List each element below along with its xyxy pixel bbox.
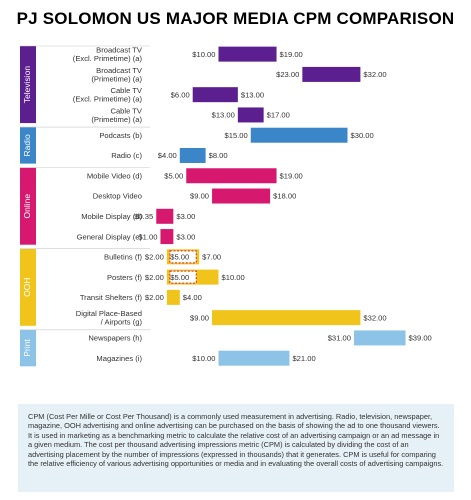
group-band-print xyxy=(20,329,36,367)
range-bar xyxy=(302,66,361,82)
range-bar xyxy=(212,188,271,204)
category-label: Mobile Video (d) xyxy=(87,171,143,180)
min-value-label: $1.00 xyxy=(138,232,157,241)
group-label-online: Online xyxy=(22,194,32,219)
group-label-television: Television xyxy=(22,66,32,104)
min-value-label: $5.00 xyxy=(164,171,183,180)
max-value-label: $39.00 xyxy=(409,334,432,343)
max-value-label: $19.00 xyxy=(280,50,303,59)
cpm-definition-note: CPM (Cost Per Mille or Cost Per Thousand… xyxy=(18,404,454,492)
range-bar xyxy=(160,229,174,245)
category-label: Magazines (i) xyxy=(96,354,142,363)
min-value-label: $10.00 xyxy=(192,354,215,363)
range-bar xyxy=(186,168,277,184)
max-value-label: $3.00 xyxy=(176,212,195,221)
category-label: Radio (c) xyxy=(111,151,142,160)
category-label: (Primetime) (a) xyxy=(91,115,142,124)
group-label-radio: Radio xyxy=(22,134,32,156)
min-value-label: $2.00 xyxy=(145,293,164,302)
chart-title: PJ SOLOMON US MAJOR MEDIA CPM COMPARISON xyxy=(16,9,455,28)
category-label: (Excl. Primetime) (a) xyxy=(73,54,143,63)
group-band-radio xyxy=(20,127,36,164)
category-label: Transit Shelters (f) xyxy=(80,293,143,302)
group-label-ooh: OOH xyxy=(22,278,32,297)
range-bar xyxy=(166,289,180,305)
min-value-label: $4.00 xyxy=(158,151,177,160)
max-value-label: $8.00 xyxy=(209,151,228,160)
group-label-print: Print xyxy=(22,339,32,357)
max-value-label: $13.00 xyxy=(241,90,264,99)
min-value-label: $31.00 xyxy=(328,334,351,343)
max-value-label: $21.00 xyxy=(292,354,315,363)
min-value-label: $13.00 xyxy=(212,111,235,120)
category-label: General Display (e) xyxy=(77,232,143,241)
min-value-label: $15.00 xyxy=(225,131,248,140)
category-label: Broadcast TV xyxy=(96,66,143,75)
category-label: Cable TV xyxy=(110,86,142,95)
category-label: Digital Place-Based xyxy=(76,309,142,318)
min-value-label: $9.00 xyxy=(190,313,209,322)
range-bar xyxy=(250,127,348,143)
max-value-label: $4.00 xyxy=(183,293,202,302)
max-value-label: $32.00 xyxy=(363,70,386,79)
range-bar xyxy=(218,350,290,366)
range-bar xyxy=(156,208,174,224)
category-label: Desktop Video xyxy=(93,192,142,201)
mid-value-box xyxy=(169,250,197,264)
max-value-label: $32.00 xyxy=(363,313,386,322)
min-value-label: $6.00 xyxy=(171,90,190,99)
category-label: Cable TV xyxy=(110,106,142,115)
category-label: Bulletins (f) xyxy=(104,253,142,262)
range-bar xyxy=(179,147,206,163)
category-label: Mobile Display (d) xyxy=(81,212,142,221)
range-bar xyxy=(218,46,277,62)
max-value-label: $10.00 xyxy=(222,273,245,282)
range-bar xyxy=(192,87,238,103)
group-band-ooh xyxy=(20,248,36,326)
range-bar xyxy=(353,330,406,346)
range-bar xyxy=(212,310,361,326)
mid-value-label: $5.00 xyxy=(170,253,189,262)
group-band-online xyxy=(20,167,36,245)
max-value-label: $30.00 xyxy=(351,131,374,140)
min-value-label: $10.00 xyxy=(192,50,215,59)
category-label: Podcasts (b) xyxy=(99,131,142,140)
group-band-television xyxy=(20,46,36,124)
max-value-label: $18.00 xyxy=(273,192,296,201)
category-label: Newspapers (h) xyxy=(88,334,142,343)
mid-value-box xyxy=(169,270,197,284)
category-label: (Excl. Primetime) (a) xyxy=(73,95,143,104)
category-label: Posters (f) xyxy=(107,273,142,282)
min-value-label: $9.00 xyxy=(190,192,209,201)
category-label: (Primetime) (a) xyxy=(91,74,142,83)
max-value-label: $3.00 xyxy=(176,232,195,241)
min-value-label: $23.00 xyxy=(276,70,299,79)
min-value-label: $2.00 xyxy=(145,273,164,282)
min-value-label: $2.00 xyxy=(145,253,164,262)
max-value-label: $7.00 xyxy=(202,253,221,262)
category-label: Broadcast TV xyxy=(96,46,143,55)
mid-value-label: $5.00 xyxy=(170,273,189,282)
category-label: / Airports (g) xyxy=(101,318,143,327)
max-value-label: $19.00 xyxy=(280,171,303,180)
range-bar xyxy=(237,107,264,123)
max-value-label: $17.00 xyxy=(267,111,290,120)
min-value-label: $0.35 xyxy=(134,212,153,221)
